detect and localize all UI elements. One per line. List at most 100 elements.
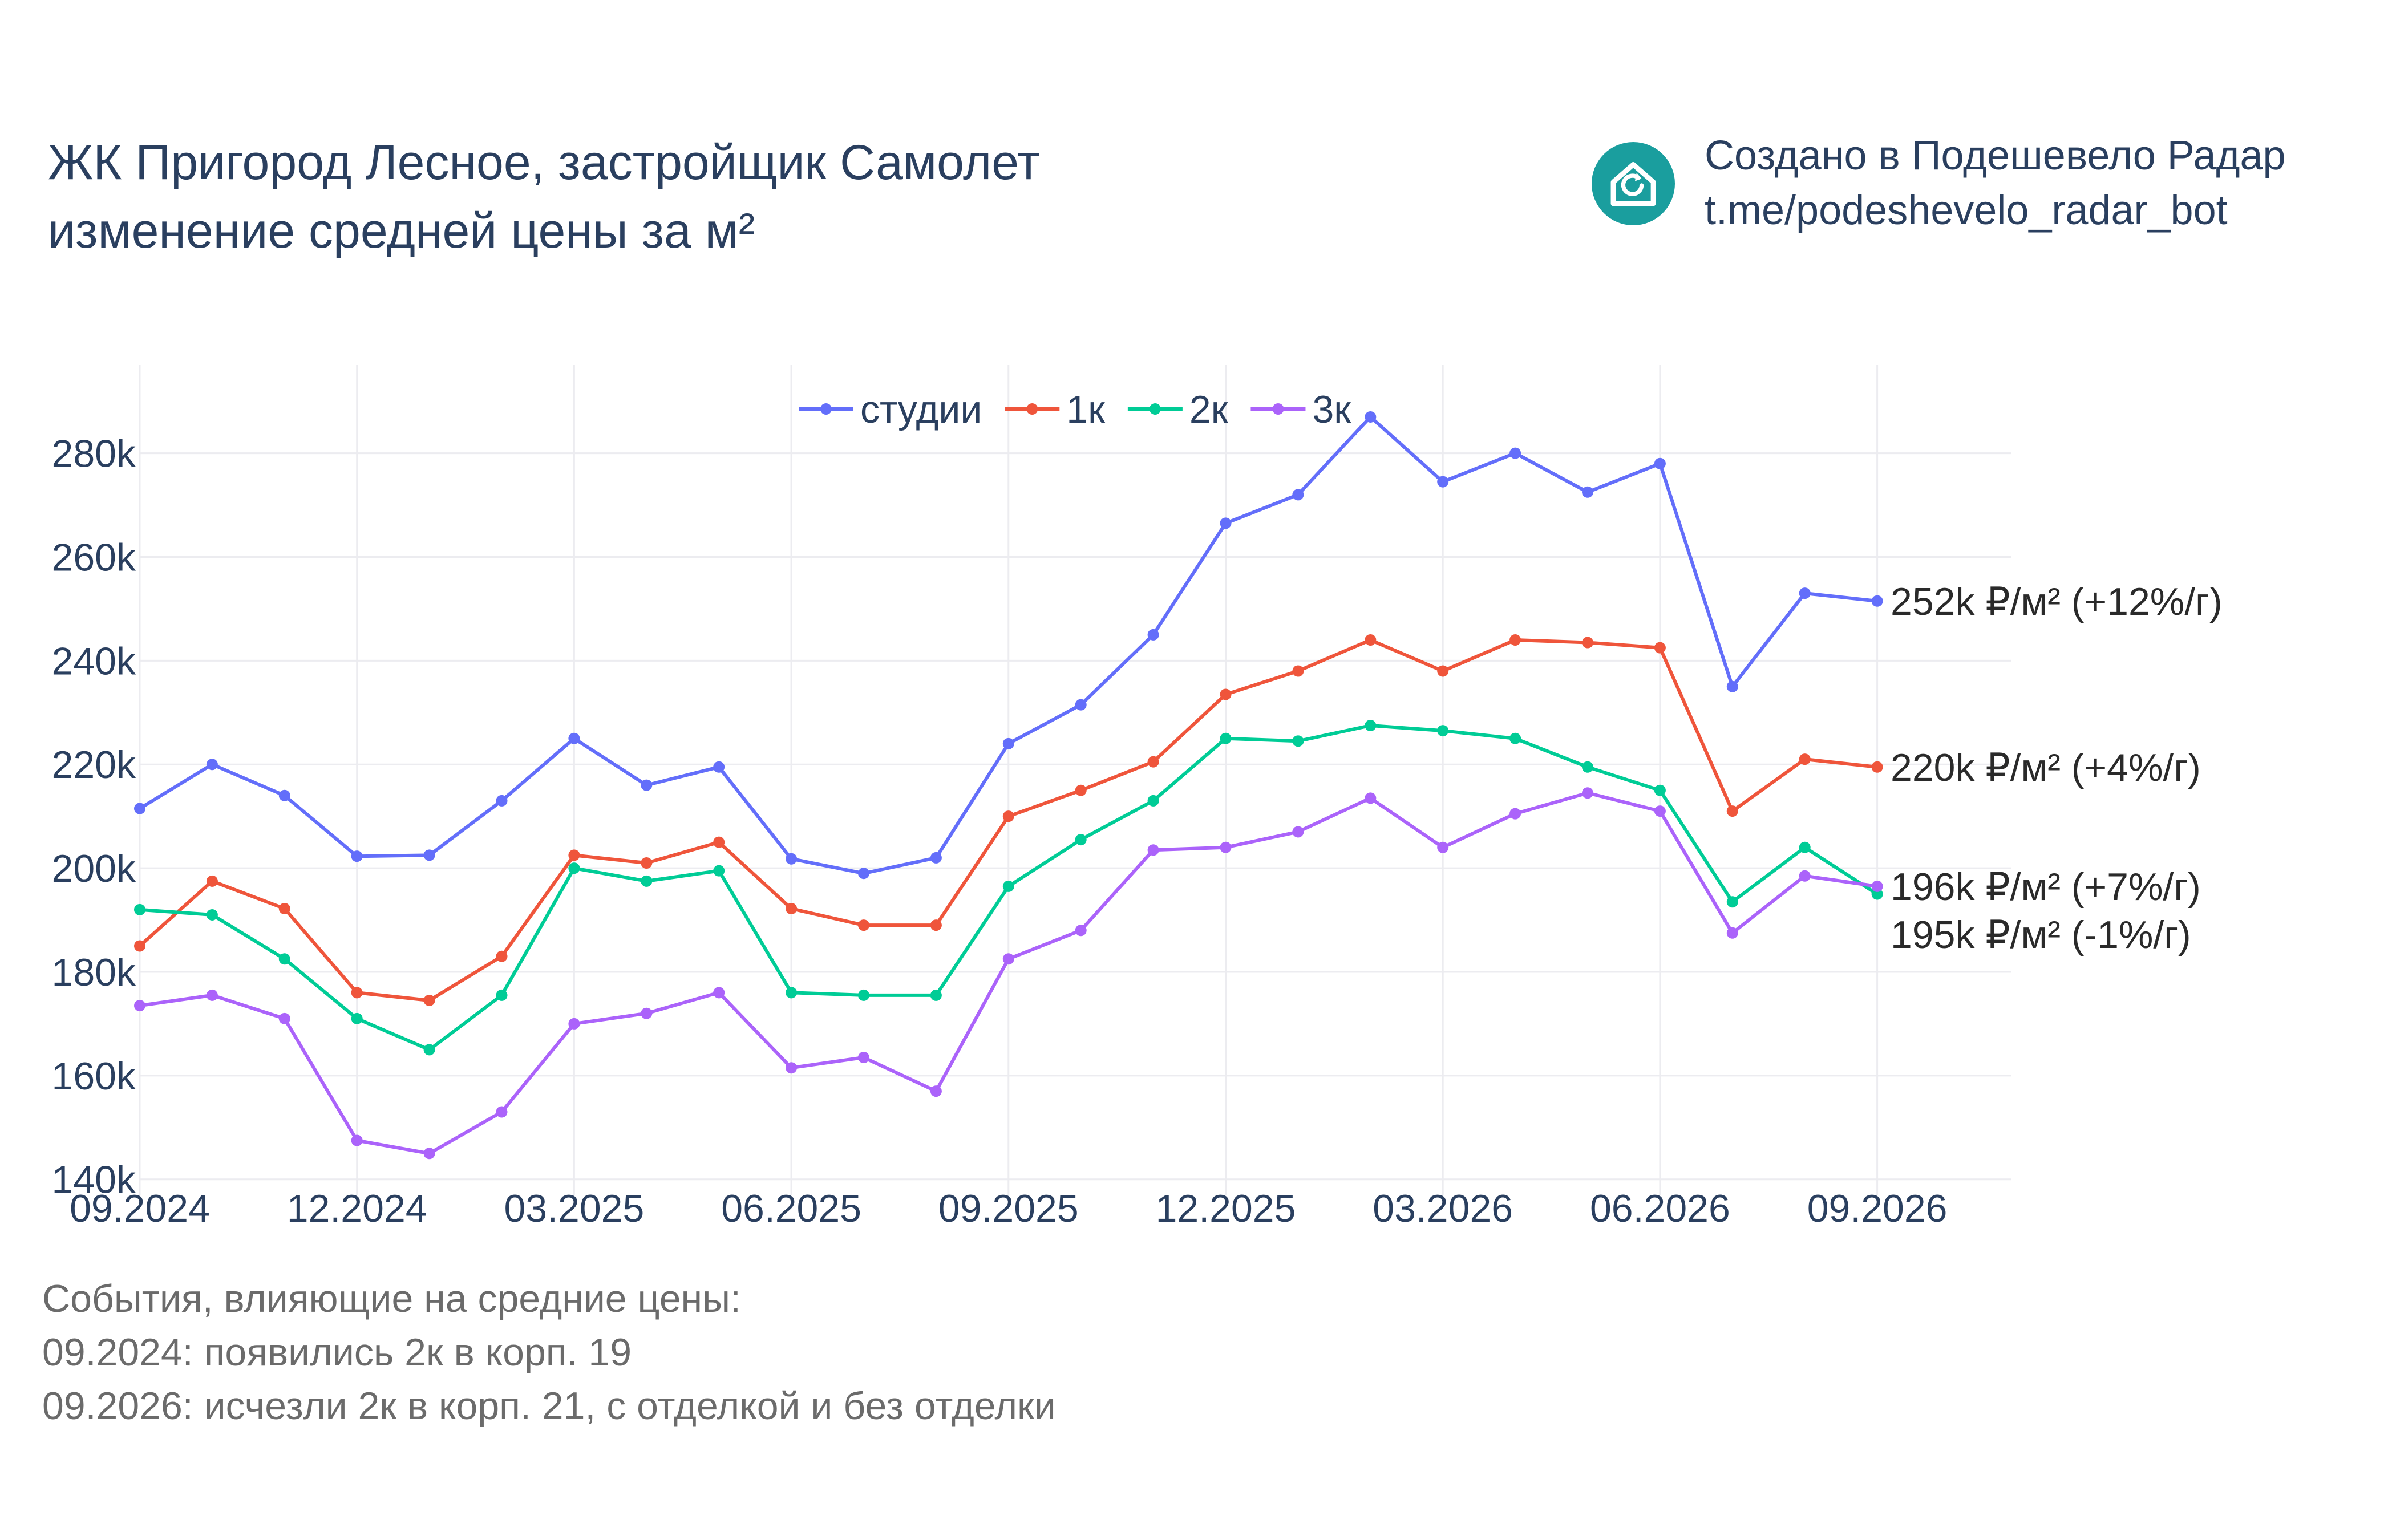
legend-marker bbox=[1026, 403, 1038, 415]
data-point bbox=[1220, 732, 1232, 744]
axes: 140k 160k 180k 200k 220k 240k 260k 280k 09.2024 1… bbox=[52, 432, 1948, 1230]
series-3к bbox=[134, 787, 1883, 1160]
data-point bbox=[713, 987, 725, 999]
data-point bbox=[206, 909, 218, 921]
data-point bbox=[1292, 489, 1304, 501]
data-point bbox=[1437, 665, 1449, 677]
series-1к bbox=[134, 634, 1883, 1006]
credit-text: Создано в Подешевело Радар t.me/podeshev… bbox=[1705, 128, 2286, 238]
data-point bbox=[1147, 844, 1159, 856]
data-point bbox=[858, 1052, 869, 1064]
data-point bbox=[1799, 587, 1811, 599]
data-point bbox=[1002, 737, 1014, 749]
data-point bbox=[134, 1000, 145, 1012]
y-tick-label: 160k bbox=[52, 1055, 136, 1098]
data-point bbox=[1147, 756, 1159, 768]
data-point bbox=[1220, 841, 1232, 853]
data-point bbox=[786, 853, 798, 865]
chart-title: ЖК Пригород Лесное, застройщик Самолет и… bbox=[48, 128, 1040, 265]
data-point bbox=[351, 1012, 363, 1024]
legend-item-2к: 2к bbox=[1127, 388, 1229, 431]
x-tick-label: 09.2024 bbox=[70, 1187, 210, 1230]
data-point bbox=[134, 903, 145, 915]
legend-marker bbox=[1272, 403, 1284, 415]
series-студии bbox=[134, 411, 1883, 880]
y-tick-label: 180k bbox=[52, 951, 136, 994]
y-tick-label: 260k bbox=[52, 536, 136, 579]
data-point bbox=[1582, 637, 1593, 649]
data-point bbox=[1509, 447, 1521, 459]
data-point bbox=[496, 1106, 508, 1118]
data-point bbox=[1075, 925, 1087, 937]
data-point bbox=[1002, 880, 1014, 892]
grid bbox=[139, 365, 2011, 1195]
house-refresh-icon bbox=[1592, 142, 1675, 225]
data-point bbox=[134, 803, 145, 814]
data-point bbox=[1654, 784, 1666, 796]
data-point bbox=[568, 849, 580, 861]
data-point bbox=[1437, 841, 1449, 853]
x-tick-label: 09.2026 bbox=[1807, 1187, 1948, 1230]
data-point bbox=[206, 989, 218, 1001]
x-tick-label: 03.2025 bbox=[504, 1187, 644, 1230]
legend-label: 1к bbox=[1066, 388, 1106, 431]
y-tick-label: 200k bbox=[52, 847, 136, 890]
data-point bbox=[1799, 753, 1811, 765]
data-point bbox=[1365, 634, 1377, 646]
data-point bbox=[858, 919, 869, 931]
data-point bbox=[1437, 476, 1449, 488]
data-point bbox=[1509, 634, 1521, 646]
data-point bbox=[930, 919, 942, 931]
data-point bbox=[1220, 517, 1232, 529]
data-point bbox=[786, 1062, 798, 1074]
events-notes: События, влияющие на средние цены: 09.20… bbox=[42, 1272, 1056, 1433]
data-point bbox=[1871, 761, 1883, 773]
notes-item: 09.2024: появились 2к в корп. 19 bbox=[42, 1331, 632, 1374]
data-point bbox=[641, 857, 653, 869]
data-point bbox=[1365, 792, 1377, 804]
data-point bbox=[351, 1134, 363, 1146]
x-tick-label: 06.2026 bbox=[1590, 1187, 1730, 1230]
y-tick-label: 280k bbox=[52, 432, 136, 476]
x-tick-label: 09.2025 bbox=[938, 1187, 1079, 1230]
data-point bbox=[1002, 953, 1014, 965]
data-point bbox=[1509, 732, 1521, 744]
data-point bbox=[568, 732, 580, 744]
end-label: 196k ₽/м² (+7%/г) bbox=[1891, 865, 2201, 909]
data-point bbox=[1509, 808, 1521, 820]
x-tick-label: 12.2024 bbox=[287, 1187, 427, 1230]
credit-link[interactable]: t.me/podeshevelo_radar_bot bbox=[1705, 188, 2228, 233]
data-point bbox=[1292, 826, 1304, 838]
legend: студии 1к 2к 3к bbox=[799, 388, 1351, 431]
data-point bbox=[641, 1007, 653, 1019]
data-point bbox=[858, 868, 869, 880]
data-point bbox=[568, 1018, 580, 1030]
x-tick-label: 06.2025 bbox=[721, 1187, 861, 1230]
legend-marker bbox=[1149, 403, 1161, 415]
data-point bbox=[1871, 595, 1883, 607]
legend-item-студии: студии bbox=[799, 388, 982, 431]
data-point bbox=[351, 987, 363, 999]
data-point bbox=[1582, 787, 1593, 799]
legend-label: 3к bbox=[1312, 388, 1351, 431]
data-point bbox=[1799, 841, 1811, 853]
legend-item-3к: 3к bbox=[1250, 388, 1351, 431]
data-point bbox=[930, 852, 942, 864]
data-point bbox=[1292, 735, 1304, 747]
legend-item-1к: 1к bbox=[1005, 388, 1106, 431]
data-point bbox=[134, 940, 145, 952]
data-point bbox=[1365, 720, 1377, 732]
end-label: 195k ₽/м² (-1%/г) bbox=[1891, 913, 2191, 957]
notes-item: 09.2026: исчезли 2к в корп. 21, с отделк… bbox=[42, 1384, 1056, 1428]
end-labels: 252k ₽/м² (+12%/г) 220k ₽/м² (+4%/г) 195k … bbox=[1891, 580, 2223, 957]
data-point bbox=[1582, 761, 1593, 773]
data-point bbox=[351, 850, 363, 862]
y-tick-label: 220k bbox=[52, 743, 136, 787]
data-point bbox=[786, 987, 798, 999]
data-point bbox=[1582, 486, 1593, 498]
data-point bbox=[713, 761, 725, 773]
data-point bbox=[1147, 629, 1159, 641]
data-point bbox=[1075, 784, 1087, 796]
data-point bbox=[930, 989, 942, 1001]
